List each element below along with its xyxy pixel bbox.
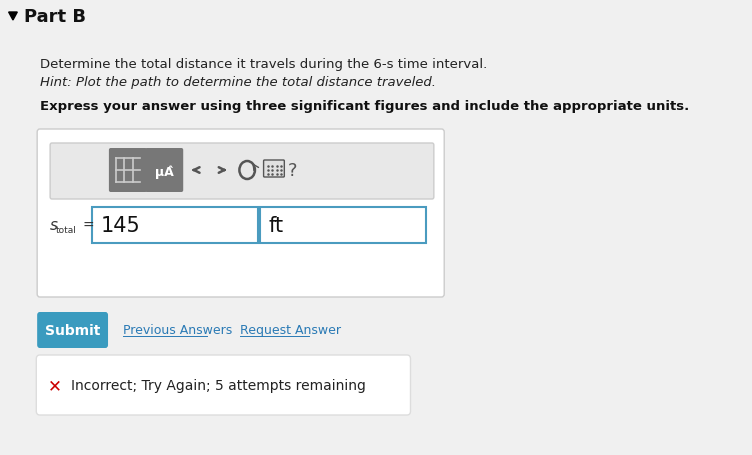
FancyBboxPatch shape xyxy=(37,130,444,298)
Text: Express your answer using three significant figures and include the appropriate : Express your answer using three signific… xyxy=(40,100,689,113)
FancyBboxPatch shape xyxy=(260,207,426,243)
Text: μÂ: μÂ xyxy=(155,165,174,178)
FancyBboxPatch shape xyxy=(109,149,147,192)
Text: s: s xyxy=(50,218,58,233)
Text: =: = xyxy=(82,218,94,233)
Text: Part B: Part B xyxy=(24,8,86,26)
Text: 145: 145 xyxy=(101,216,141,236)
Text: Request Answer: Request Answer xyxy=(240,324,341,337)
Polygon shape xyxy=(8,13,17,21)
FancyBboxPatch shape xyxy=(92,207,259,243)
Text: ✕: ✕ xyxy=(47,376,62,394)
Text: Submit: Submit xyxy=(45,324,100,337)
FancyBboxPatch shape xyxy=(36,355,411,415)
Text: Hint: Plot the path to determine the total distance traveled.: Hint: Plot the path to determine the tot… xyxy=(40,76,435,89)
Text: ?: ? xyxy=(287,162,297,180)
Text: total: total xyxy=(56,226,77,235)
FancyBboxPatch shape xyxy=(37,312,108,348)
Text: ft: ft xyxy=(268,216,284,236)
FancyBboxPatch shape xyxy=(50,144,434,200)
FancyBboxPatch shape xyxy=(145,149,183,192)
FancyBboxPatch shape xyxy=(264,161,284,177)
Text: Determine the total distance it travels during the 6-s time interval.: Determine the total distance it travels … xyxy=(40,58,487,71)
Text: Previous Answers: Previous Answers xyxy=(123,324,232,337)
Text: Incorrect; Try Again; 5 attempts remaining: Incorrect; Try Again; 5 attempts remaini… xyxy=(71,378,365,392)
